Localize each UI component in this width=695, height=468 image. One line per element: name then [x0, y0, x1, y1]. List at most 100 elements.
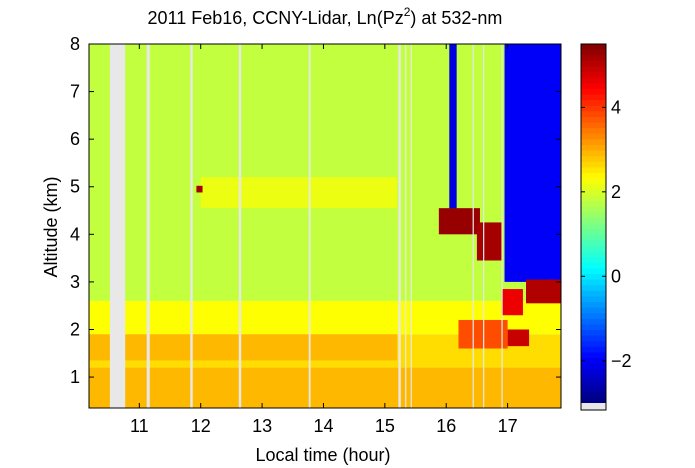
colorbar-segment [581, 55, 606, 62]
feature-cloud-layer [476, 222, 502, 261]
chart-title-tail: ) at 532-nm [410, 8, 502, 28]
x-axis-label: Local time (hour) [255, 445, 390, 465]
colorbar-segment [581, 100, 606, 107]
colorbar-segment [581, 178, 606, 185]
colorbar-segment [581, 374, 606, 382]
colorbar-segment [581, 156, 606, 163]
colorbar-segment [581, 380, 606, 387]
colorbar-segment [581, 268, 606, 275]
x-tick-label: 11 [130, 416, 149, 436]
x-tick-label: 13 [252, 416, 272, 436]
colorbar-segment [581, 139, 606, 146]
colorbar-segment [581, 128, 606, 135]
y-axis-label: Altitude (km) [41, 176, 61, 277]
colorbar-tick-label: 2 [611, 182, 621, 202]
colorbar-segment [581, 223, 606, 230]
nodata-gap [109, 44, 126, 408]
colorbar-segment [581, 296, 606, 303]
colorbar-segment [581, 318, 606, 325]
colorbar-segment [581, 251, 606, 258]
x-tick-label: 12 [191, 416, 211, 436]
colorbar: −2 0 2 4 [580, 43, 632, 411]
colorbar-segment [581, 184, 606, 191]
y-tick-label: 8 [70, 34, 80, 54]
chart-title-main: 2011 Feb16, CCNY-Lidar, Ln(Pz [148, 8, 404, 28]
colorbar-segment [581, 307, 606, 314]
colorbar-segment [581, 386, 606, 393]
nodata-gap [410, 44, 412, 408]
nodata-gap [308, 44, 311, 408]
background-layer [89, 44, 561, 301]
colorbar-segment [581, 369, 606, 376]
plot-frame [88, 43, 562, 409]
colorbar-segment [581, 229, 606, 236]
colorbar-segment [581, 122, 606, 129]
nodata-gap [238, 44, 242, 408]
x-tick-label: 15 [375, 416, 395, 436]
feature-cloud-layer [526, 279, 561, 304]
colorbar-nodata-swatch [581, 403, 606, 410]
colorbar-segment [581, 161, 606, 168]
colorbar-segment [581, 234, 606, 241]
feature-small-cloud [196, 185, 203, 193]
colorbar-segment [581, 257, 606, 264]
colorbar-segment [581, 290, 606, 297]
feature-clear-air [504, 44, 561, 282]
nodata-gap [190, 44, 193, 408]
colorbar-segment [581, 167, 606, 174]
colorbar-segment [581, 262, 606, 269]
y-tick-label: 1 [70, 367, 80, 387]
nodata-gap [146, 44, 150, 408]
chart-title-superscript: 2 [404, 5, 411, 19]
colorbar-segment [581, 83, 606, 90]
feature-cloud-layer [501, 289, 523, 316]
nodata-gap [472, 44, 474, 408]
colorbar-segment [581, 189, 606, 196]
colorbar-segment [581, 212, 606, 219]
colorbar-segment [581, 273, 606, 281]
colorbar-segment [581, 363, 606, 370]
colorbar-tick-label: −2 [611, 351, 632, 371]
colorbar-segment [581, 313, 606, 320]
colorbar-segment [581, 195, 606, 202]
x-tick-label: 16 [436, 416, 456, 436]
colorbar-segment [581, 240, 606, 247]
background-layer [89, 367, 561, 408]
colorbar-tick-label: 4 [611, 97, 621, 117]
nodata-gap [501, 44, 503, 408]
feature-cloud-layer [507, 329, 530, 347]
colorbar-segment [581, 44, 606, 51]
feature-clear-air [449, 44, 457, 211]
colorbar-segment [581, 72, 606, 79]
nodata-gap [483, 44, 485, 408]
colorbar-segment [581, 144, 606, 152]
feature-thin-aerosol-layer [200, 177, 398, 209]
colorbar-segment [581, 94, 606, 101]
colorbar-tick-label: 0 [611, 266, 621, 286]
colorbar-segment [581, 133, 606, 140]
colorbar-segment [581, 341, 606, 348]
colorbar-segment [581, 60, 606, 67]
colorbar-segment [581, 217, 606, 224]
colorbar-segment [581, 335, 606, 342]
colorbar-segment [581, 111, 606, 118]
y-tick-label: 4 [70, 224, 80, 244]
colorbar-segment [581, 77, 606, 84]
colorbar-segment [581, 330, 606, 337]
colorbar-segment [581, 324, 606, 331]
colorbar-segment [581, 49, 606, 56]
colorbar-segment [581, 173, 606, 180]
y-tick-label: 2 [70, 319, 80, 339]
colorbar-segment [581, 358, 606, 365]
colorbar-segment [581, 285, 606, 292]
colorbar-segment [581, 150, 606, 157]
colorbar-segment [581, 302, 606, 309]
y-tick-label: 6 [70, 129, 80, 149]
nodata-gap [398, 44, 401, 408]
colorbar-segment [581, 201, 606, 208]
colorbar-segment [581, 116, 606, 124]
colorbar-segment [581, 391, 606, 398]
colorbar-segment [581, 105, 606, 112]
